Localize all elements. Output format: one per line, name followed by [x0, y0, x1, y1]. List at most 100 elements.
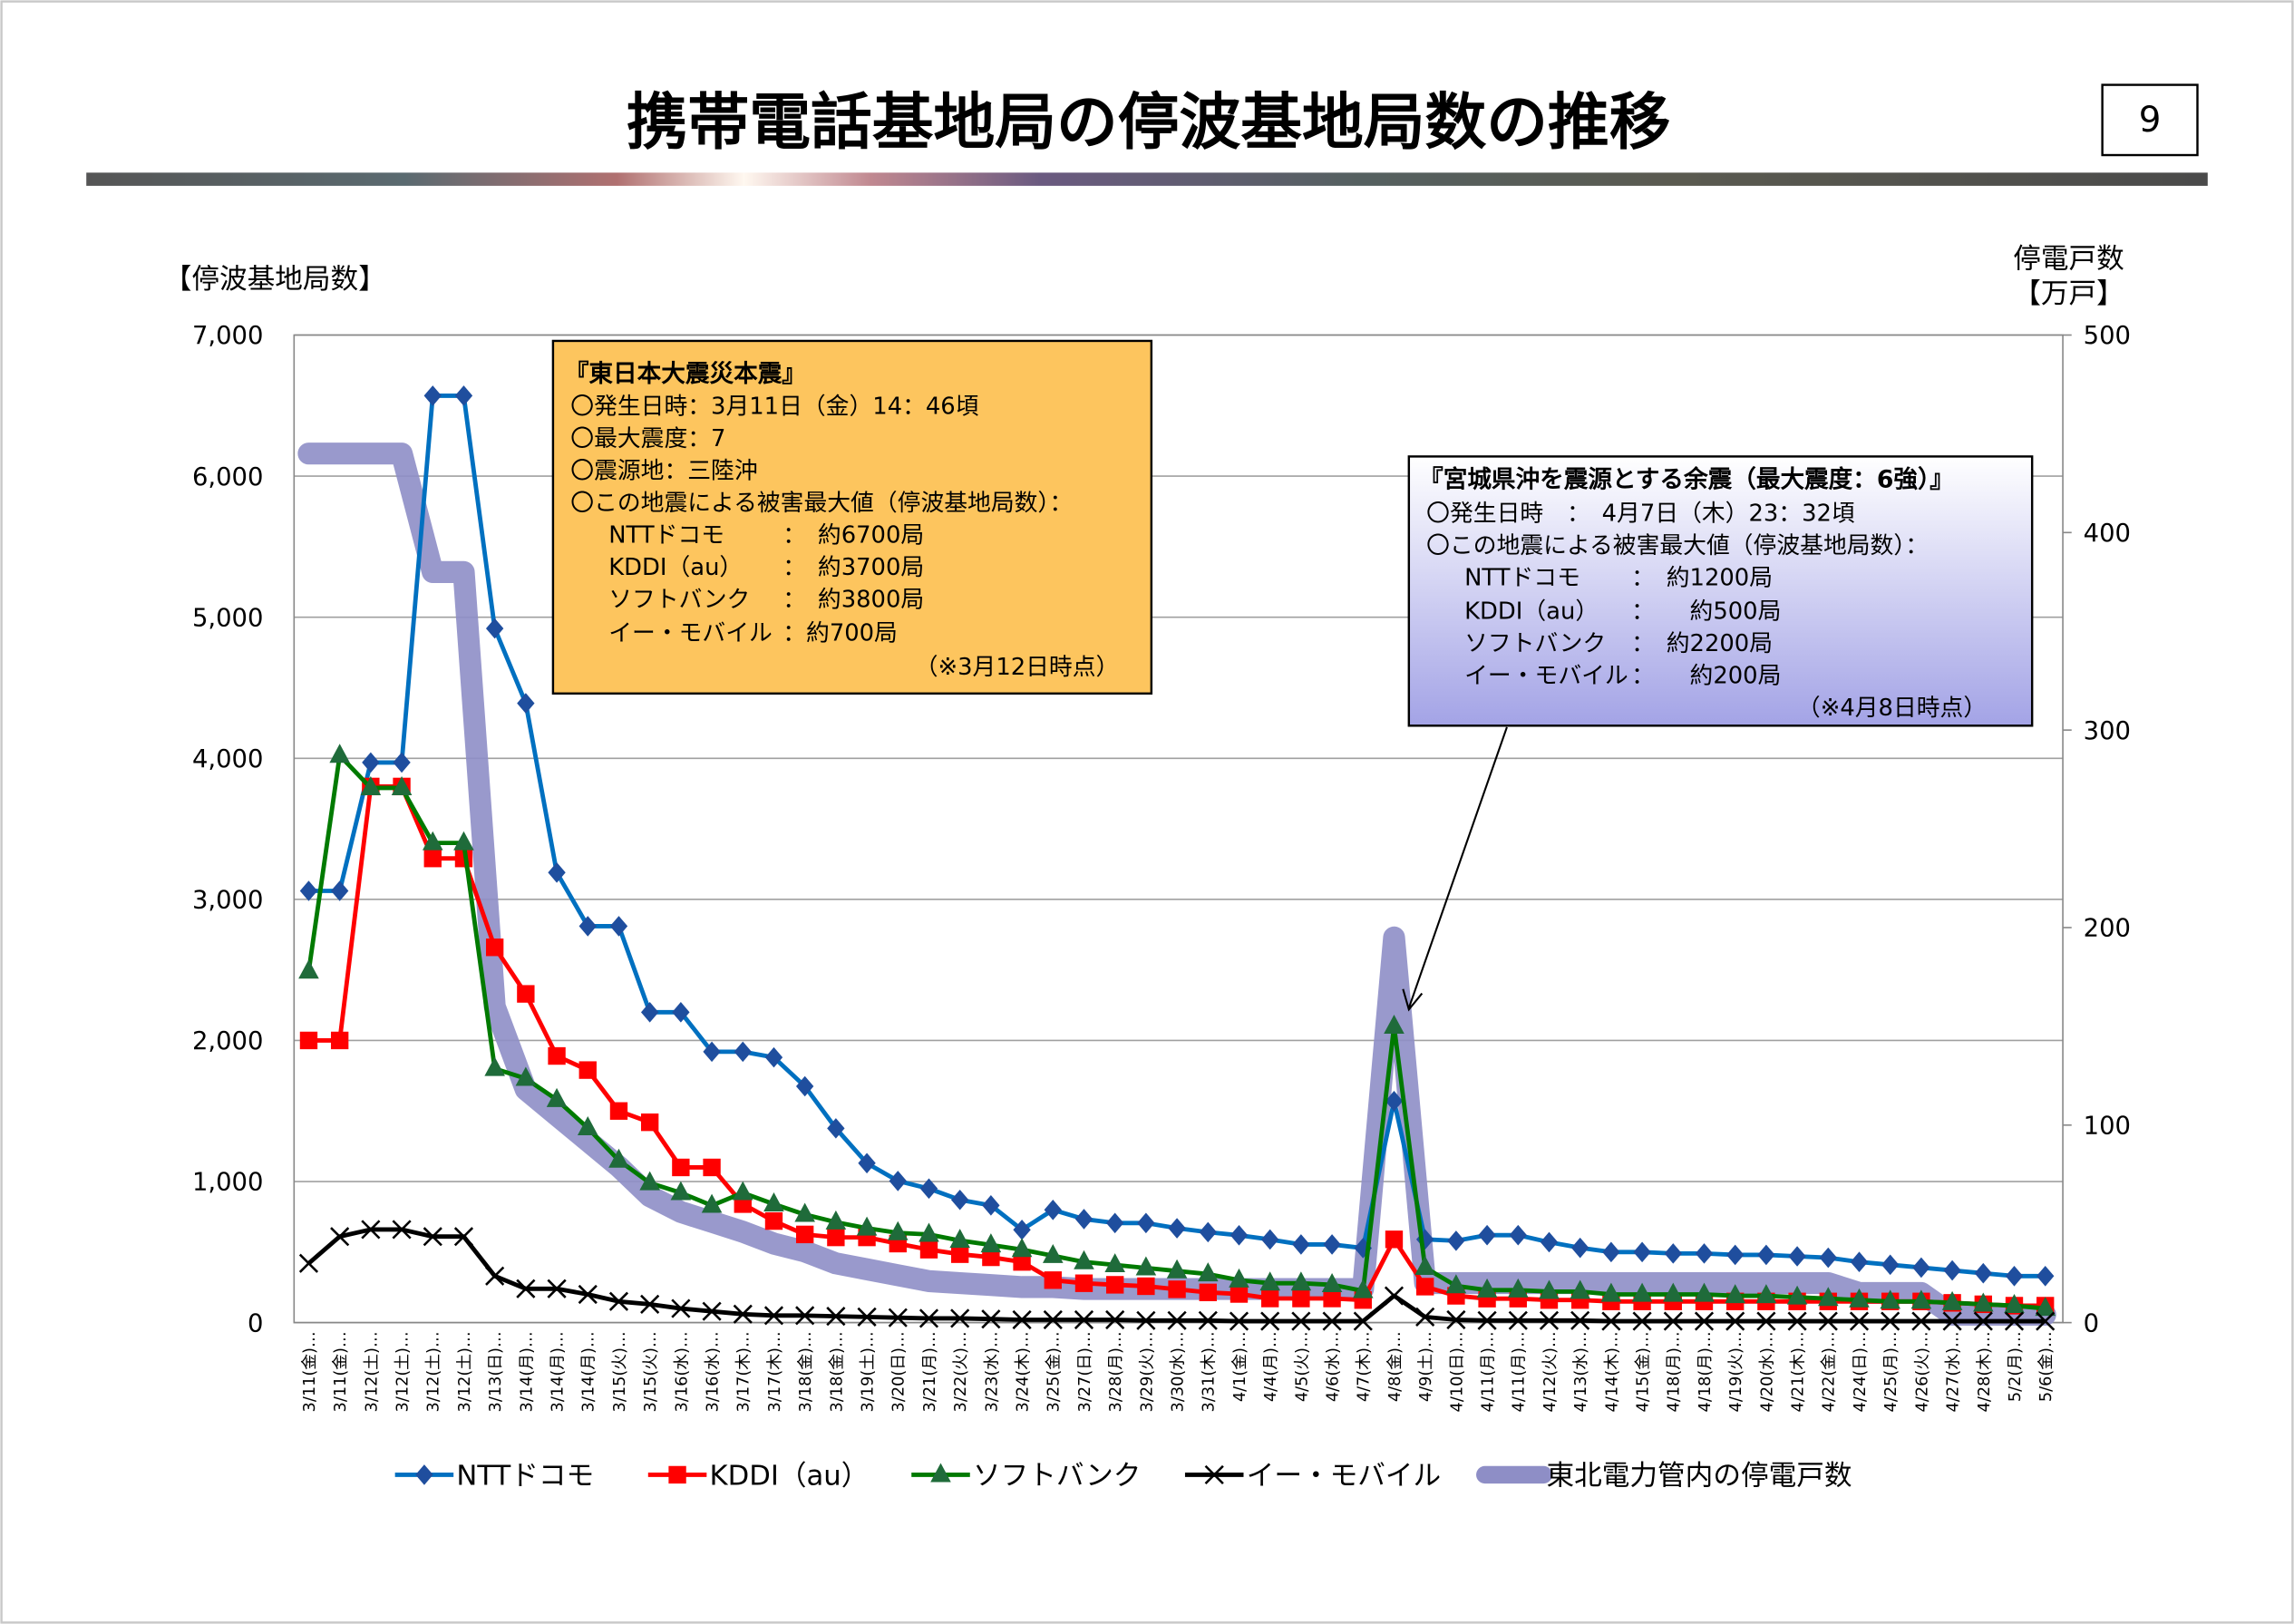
- x-tick-label: 4/6(水)…: [1324, 1331, 1343, 1402]
- data-point: [1600, 1282, 1622, 1302]
- data-point: [299, 880, 318, 901]
- data-point: [827, 1118, 845, 1139]
- data-point: [1447, 1230, 1465, 1251]
- data-point: [578, 1284, 598, 1305]
- data-point: [640, 1294, 660, 1314]
- data-point: [888, 1308, 908, 1327]
- annotation-value: ： 約3700局: [782, 554, 924, 581]
- data-point: [1570, 1279, 1590, 1299]
- data-point: [763, 1192, 784, 1211]
- x-tick-label: 3/17(木)…: [765, 1331, 784, 1412]
- annotation-main-quake-box: [551, 339, 1153, 695]
- data-point: [764, 1046, 783, 1068]
- data-point: [1757, 1244, 1775, 1266]
- x-tick-label: 3/12(土)…: [455, 1331, 474, 1412]
- data-point: [2004, 1294, 2025, 1314]
- decorative-title-bar: [86, 172, 2208, 186]
- data-point: [330, 1031, 349, 1050]
- data-point: [1197, 1262, 1219, 1282]
- x-tick-label: 3/16(水)…: [704, 1331, 723, 1412]
- x-tick-label: 3/11(金)…: [300, 1331, 319, 1412]
- data-point: [1384, 1286, 1405, 1306]
- data-point: [2035, 1297, 2056, 1317]
- legend-label: イー・モバイル: [1247, 1461, 1441, 1493]
- data-point: [1166, 1259, 1188, 1279]
- data-point: [639, 1171, 660, 1191]
- right-tick-label: 100: [2084, 1112, 2131, 1140]
- x-tick-label: 4/5(火)…: [1293, 1331, 1311, 1402]
- data-point: [1787, 1311, 1807, 1331]
- data-point: [422, 831, 443, 851]
- x-tick-label: 3/20(日)…: [890, 1331, 909, 1412]
- data-point: [950, 1308, 970, 1328]
- data-point: [609, 1102, 628, 1120]
- data-point: [361, 1220, 381, 1240]
- data-point: [1322, 1311, 1342, 1331]
- x-tick-label: 3/12(土)…: [394, 1331, 413, 1412]
- legend-label: KDDI（au）: [710, 1461, 870, 1493]
- data-point: [1664, 1243, 1682, 1264]
- left-tick-label: 6,000: [192, 463, 263, 491]
- data-point: [1044, 1271, 1062, 1289]
- data-point: [949, 1229, 970, 1249]
- data-point: [825, 1210, 847, 1230]
- data-point: [548, 861, 566, 883]
- data-point: [1260, 1311, 1280, 1331]
- x-tick-label: 3/29(火)…: [1138, 1331, 1156, 1412]
- data-point: [1755, 1284, 1777, 1304]
- data-point: [980, 1233, 1002, 1253]
- data-point: [1105, 1276, 1124, 1294]
- x-tick-label: 4/7(木)…: [1355, 1331, 1374, 1402]
- data-point: [1725, 1311, 1745, 1331]
- annotation-line: 〇最大震度：7: [570, 425, 725, 452]
- data-point: [423, 385, 442, 406]
- data-point: [1818, 1311, 1838, 1331]
- data-point: [1137, 1277, 1155, 1296]
- data-point: [1104, 1253, 1125, 1273]
- data-point: [1290, 1271, 1312, 1291]
- data-point: [732, 1181, 753, 1201]
- data-point: [919, 1308, 939, 1328]
- annotation-line: 〇発生日時 ： 4月7日（木）23：32頃: [1426, 500, 1855, 527]
- data-point: [1043, 1309, 1063, 1330]
- data-point: [1819, 1247, 1837, 1269]
- x-tick-label: 3/15(火)…: [642, 1331, 660, 1412]
- x-tick-label: 4/20(水)…: [1757, 1331, 1776, 1412]
- data-point: [1199, 1221, 1217, 1243]
- data-point: [453, 831, 474, 851]
- annotation-value: ： 約3800局: [782, 587, 924, 614]
- x-tick-label: 3/14(月)…: [518, 1331, 536, 1412]
- data-point: [1788, 1246, 1806, 1267]
- data-point: [516, 1279, 536, 1298]
- x-axis-ticks: 3/11(金)… 3/11(金)… 3/12(土)… 3/12(土)… 3/12(土)……: [300, 1331, 2056, 1412]
- data-point: [1044, 1200, 1062, 1220]
- data-point: [485, 618, 504, 639]
- x-tick-label: 4/1(金)…: [1230, 1331, 1249, 1402]
- annotation-carrier: イー・モバイル: [608, 620, 773, 647]
- legend-item: KDDI（au）: [647, 1461, 870, 1493]
- x-tick-label: 4/11(月)…: [1480, 1331, 1498, 1412]
- data-point: [423, 850, 442, 868]
- data-point: [360, 776, 382, 796]
- data-point: [1013, 1219, 1031, 1240]
- data-point: [733, 1304, 753, 1324]
- legend-marker: [930, 1463, 951, 1483]
- legend-marker: [1204, 1464, 1224, 1485]
- data-point: [857, 1307, 877, 1327]
- x-tick-label: 3/18(金)…: [796, 1331, 815, 1412]
- data-point: [1911, 1311, 1931, 1331]
- data-point: [329, 744, 350, 763]
- left-axis-ticks: 0 1,000 2,000 3,000 4,000 5,000 6,000 7,000: [192, 322, 263, 1337]
- data-point: [578, 916, 597, 937]
- data-point: [919, 1240, 938, 1259]
- x-tick-label: 3/13(日)…: [487, 1331, 505, 1412]
- data-point: [453, 1227, 474, 1247]
- legend-label: 東北電力管内の停電戸数: [1546, 1461, 1852, 1493]
- data-point: [2036, 1311, 2056, 1331]
- legend-marker: [415, 1464, 433, 1485]
- data-point: [1323, 1289, 1341, 1308]
- left-tick-label: 2,000: [192, 1027, 263, 1055]
- data-point: [1943, 1259, 1961, 1281]
